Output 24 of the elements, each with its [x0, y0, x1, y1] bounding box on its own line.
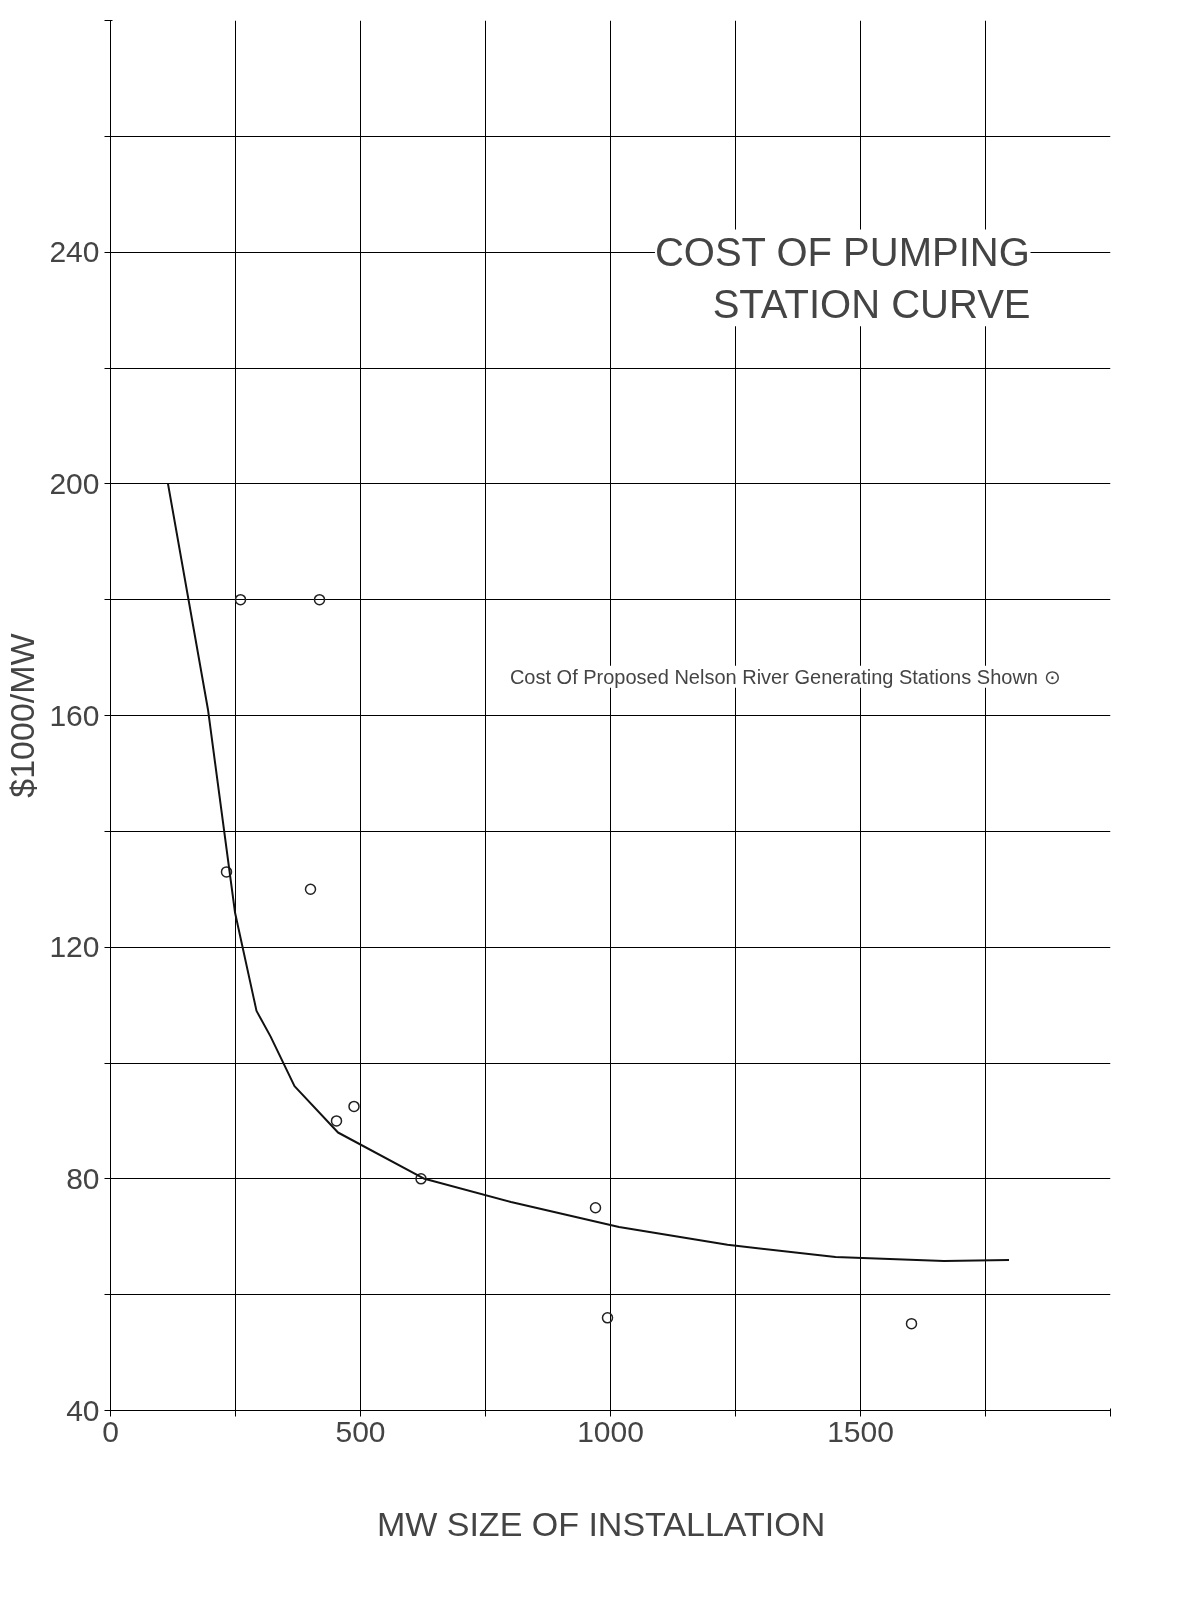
y-tick-label: 120	[49, 930, 100, 964]
point	[415, 1173, 427, 1185]
point	[304, 883, 317, 895]
y-tick-label: 80	[66, 1161, 100, 1195]
point	[905, 1317, 918, 1330]
y-tick-label: 200	[49, 466, 100, 500]
y-tick-label: 240	[49, 235, 100, 269]
point	[589, 1202, 602, 1214]
x-tick-label: 0	[102, 1414, 119, 1448]
x-tick-label: 500	[335, 1414, 386, 1448]
point	[220, 866, 233, 878]
y-axis-title: $1000/MW	[3, 633, 42, 798]
x-tick-label: 1000	[577, 1414, 644, 1448]
annotation: Cost Of Proposed Nelson River Generating Stations Shown ⊙	[509, 665, 1061, 688]
x-tick-label: 1500	[827, 1414, 894, 1448]
point	[330, 1115, 343, 1127]
y-tick-label: 40	[66, 1393, 100, 1427]
x-axis-title: MW SIZE OF INSTALLATION	[376, 1504, 826, 1543]
y-tick-label: 160	[49, 698, 100, 732]
point	[313, 593, 326, 606]
text: COST OF PUMPING STATION CURVE	[654, 229, 1031, 327]
point	[601, 1312, 614, 1324]
point	[348, 1100, 360, 1113]
point	[234, 593, 247, 606]
